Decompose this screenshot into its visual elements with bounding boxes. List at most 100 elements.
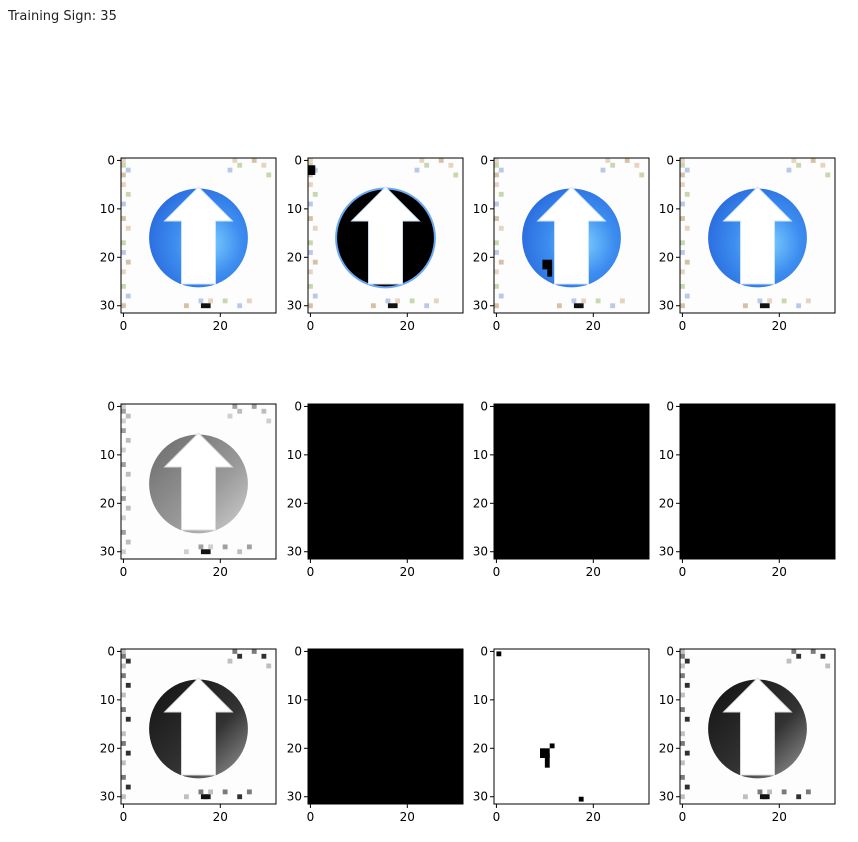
x-tick-label: 20 bbox=[586, 319, 601, 333]
x-tick-label: 0 bbox=[120, 319, 128, 333]
axes-frame bbox=[679, 403, 836, 560]
noise-pixel bbox=[549, 743, 555, 749]
noise-pixel bbox=[496, 651, 502, 657]
y-tick-label: 30 bbox=[100, 545, 115, 559]
x-tick-label: 20 bbox=[772, 319, 787, 333]
y-tick-label: 30 bbox=[287, 790, 302, 804]
y-tick-label: 0 bbox=[107, 644, 115, 658]
dark-spot bbox=[573, 303, 584, 309]
x-tick-label: 20 bbox=[213, 565, 228, 579]
y-tick-label: 10 bbox=[473, 693, 488, 707]
dark-spot bbox=[200, 549, 211, 555]
x-tick-label: 0 bbox=[307, 810, 315, 824]
y-tick-label: 0 bbox=[294, 644, 302, 658]
x-tick-label: 20 bbox=[400, 810, 415, 824]
y-tick-label: 30 bbox=[473, 790, 488, 804]
axes-frame bbox=[120, 648, 277, 805]
y-tick-label: 30 bbox=[287, 299, 302, 313]
x-tick-label: 0 bbox=[679, 810, 687, 824]
y-tick-label: 20 bbox=[100, 496, 115, 510]
y-tick-label: 20 bbox=[100, 250, 115, 264]
image-panel-r2-c0: 0 20 0 10 20 30 bbox=[100, 644, 277, 824]
x-tick-label: 0 bbox=[493, 565, 501, 579]
axes-frame bbox=[307, 648, 464, 805]
y-tick-label: 0 bbox=[107, 153, 115, 167]
y-tick-label: 20 bbox=[659, 496, 674, 510]
y-tick-label: 10 bbox=[100, 448, 115, 462]
y-tick-label: 0 bbox=[666, 153, 674, 167]
noise-pixel bbox=[578, 796, 584, 802]
arrow-shape bbox=[536, 186, 607, 285]
image-panel-r0-c3: 0 20 0 10 20 30 bbox=[659, 153, 836, 333]
y-tick-label: 0 bbox=[666, 399, 674, 413]
axes-frame bbox=[307, 157, 464, 314]
x-tick-label: 20 bbox=[586, 565, 601, 579]
y-tick-label: 10 bbox=[659, 202, 674, 216]
axes-frame bbox=[493, 648, 650, 805]
x-tick-label: 0 bbox=[493, 810, 501, 824]
axes-frame bbox=[493, 157, 650, 314]
dark-spot bbox=[759, 303, 770, 309]
y-tick-label: 20 bbox=[287, 741, 302, 755]
dark-spot bbox=[200, 794, 211, 800]
y-tick-label: 0 bbox=[107, 399, 115, 413]
y-tick-label: 30 bbox=[287, 545, 302, 559]
y-tick-label: 20 bbox=[659, 741, 674, 755]
y-tick-label: 0 bbox=[294, 153, 302, 167]
figure-title: Training Sign: 35 bbox=[8, 9, 117, 24]
y-tick-label: 20 bbox=[659, 250, 674, 264]
y-tick-label: 30 bbox=[100, 299, 115, 313]
x-tick-label: 20 bbox=[586, 810, 601, 824]
y-tick-label: 20 bbox=[473, 496, 488, 510]
x-tick-label: 0 bbox=[493, 319, 501, 333]
y-tick-label: 10 bbox=[287, 693, 302, 707]
x-tick-label: 0 bbox=[307, 319, 315, 333]
arrow-shape bbox=[163, 432, 234, 531]
y-tick-label: 20 bbox=[287, 250, 302, 264]
y-tick-label: 10 bbox=[100, 693, 115, 707]
image-panel-r1-c3: 0 20 0 10 20 30 bbox=[659, 399, 836, 579]
y-tick-label: 30 bbox=[473, 299, 488, 313]
x-tick-label: 0 bbox=[679, 319, 687, 333]
x-tick-label: 0 bbox=[307, 565, 315, 579]
image-panel-r0-c2: 0 20 0 10 20 30 bbox=[473, 153, 650, 333]
y-tick-label: 20 bbox=[473, 741, 488, 755]
x-tick-label: 20 bbox=[772, 565, 787, 579]
axes-frame bbox=[679, 157, 836, 314]
dark-spot bbox=[387, 303, 398, 309]
x-tick-label: 20 bbox=[400, 565, 415, 579]
image-panel-r0-c1: 0 20 0 10 20 30 bbox=[287, 153, 464, 333]
axes-frame bbox=[120, 403, 277, 560]
image-panel-r1-c2: 0 20 0 10 20 30 bbox=[473, 399, 650, 579]
y-tick-label: 20 bbox=[100, 741, 115, 755]
y-tick-label: 0 bbox=[666, 644, 674, 658]
y-tick-label: 30 bbox=[473, 545, 488, 559]
image-panel-r2-c2: 0 20 0 10 20 30 bbox=[473, 644, 650, 824]
axes-frame bbox=[679, 648, 836, 805]
arrow-shape bbox=[163, 186, 234, 285]
image-panel-r0-c0: 0 20 0 10 20 30 bbox=[100, 153, 277, 333]
arrow-shape bbox=[350, 186, 421, 285]
dark-spot bbox=[200, 303, 211, 309]
y-tick-label: 30 bbox=[659, 299, 674, 313]
arrow-shape bbox=[722, 677, 793, 776]
y-tick-label: 30 bbox=[659, 790, 674, 804]
y-tick-label: 10 bbox=[287, 448, 302, 462]
y-tick-label: 0 bbox=[480, 399, 488, 413]
x-tick-label: 20 bbox=[213, 319, 228, 333]
x-tick-label: 20 bbox=[400, 319, 415, 333]
image-panel-r2-c3: 0 20 0 10 20 30 bbox=[659, 644, 836, 824]
y-tick-label: 20 bbox=[473, 250, 488, 264]
axes-frame bbox=[307, 403, 464, 560]
y-tick-label: 0 bbox=[480, 153, 488, 167]
y-tick-label: 20 bbox=[287, 496, 302, 510]
y-tick-label: 10 bbox=[100, 202, 115, 216]
image-panel-r2-c1: 0 20 0 10 20 30 bbox=[287, 644, 464, 824]
y-tick-label: 0 bbox=[480, 644, 488, 658]
y-tick-label: 10 bbox=[659, 448, 674, 462]
arrow-shape bbox=[163, 677, 234, 776]
x-tick-label: 20 bbox=[772, 810, 787, 824]
image-panel-r1-c1: 0 20 0 10 20 30 bbox=[287, 399, 464, 579]
y-tick-label: 30 bbox=[100, 790, 115, 804]
